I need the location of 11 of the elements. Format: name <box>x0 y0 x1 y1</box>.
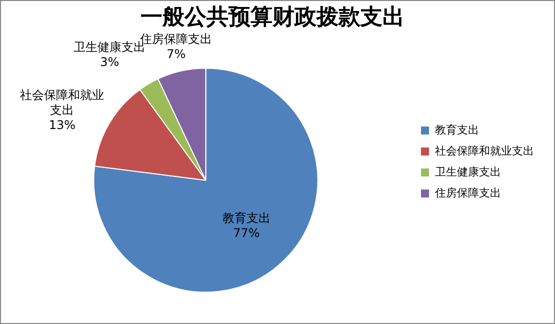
slice-label: 社会保障和就业支出 <box>20 88 104 118</box>
legend-label: 卫生健康支出 <box>435 165 501 178</box>
legend-label: 住房保障支出 <box>435 186 501 200</box>
data-label: 13% <box>48 118 76 132</box>
legend-label: 教育支出 <box>435 123 479 136</box>
slice-label: 教育支出 <box>222 211 270 226</box>
data-label: 7% <box>166 47 186 62</box>
data-label: 3% <box>100 54 120 69</box>
chart-title: 一般公共预算财政拨款支出 <box>140 4 404 30</box>
data-label: 77% <box>233 226 260 240</box>
legend-label: 社会保障和就业支出 <box>435 144 534 158</box>
